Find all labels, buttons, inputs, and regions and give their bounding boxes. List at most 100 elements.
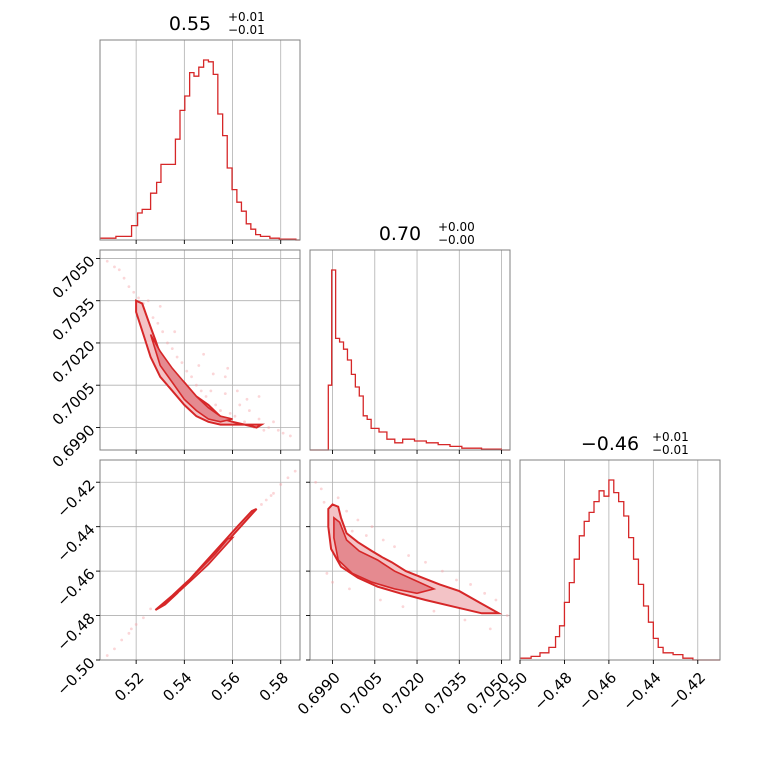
- title-lower-0: −0.01: [228, 23, 265, 37]
- xticklabel-0-2: 0.56: [207, 669, 243, 705]
- sample-point-0-40: [223, 375, 227, 379]
- sample-point-0-27: [238, 403, 242, 407]
- sample-point-0-36: [281, 431, 285, 435]
- sample-point-1-2: [120, 638, 124, 642]
- sample-point-1-10: [286, 476, 290, 480]
- sample-point-0-14: [175, 355, 179, 359]
- sample-point-1-13: [129, 627, 133, 631]
- sample-point-0-24: [223, 392, 227, 396]
- sample-point-0-31: [257, 417, 261, 421]
- title-upper-1: +0.00: [438, 220, 475, 234]
- sample-point-2-16: [494, 598, 498, 602]
- sample-point-0-32: [262, 428, 266, 432]
- axes-frame-r2c2: [519, 459, 721, 661]
- title-value-2: −0.46: [581, 433, 639, 455]
- sample-point-2-19: [331, 580, 334, 584]
- title-1: 0.70: [379, 223, 421, 245]
- title-value-1: 0.70: [379, 223, 421, 245]
- yticklabel-2-2: −0.46: [53, 565, 98, 610]
- sample-point-0-38: [197, 364, 201, 367]
- sample-point-0-5: [132, 290, 136, 294]
- histogram-2: [520, 479, 720, 661]
- sample-point-2-8: [381, 538, 385, 542]
- title-upper-2: +0.01: [652, 430, 689, 444]
- sample-point-0-45: [173, 330, 177, 334]
- xticklabel-0-1: 0.54: [159, 669, 195, 705]
- sample-point-2-11: [424, 560, 427, 564]
- sample-point-1-9: [279, 483, 283, 486]
- sample-point-2-22: [401, 605, 405, 609]
- xticklabel-2-3: −0.44: [619, 669, 664, 714]
- sample-point-0-46: [158, 304, 162, 308]
- sample-point-0-18: [194, 383, 198, 387]
- sample-point-0-33: [267, 426, 271, 429]
- sample-point-2-10: [407, 554, 410, 557]
- sample-point-2-14: [469, 583, 472, 586]
- sample-point-1-6: [149, 607, 153, 611]
- title-lower-2: −0.01: [652, 443, 689, 457]
- yticklabel-1-1: 0.7005: [49, 379, 99, 429]
- xticklabel-1-2: 0.7020: [379, 669, 429, 719]
- histogram-0: [100, 59, 300, 241]
- yticklabel-1-0: 0.6990: [49, 421, 99, 471]
- sample-point-2-26: [350, 529, 354, 533]
- sample-point-0-11: [161, 330, 165, 334]
- sample-point-1-3: [127, 631, 131, 635]
- sample-point-0-41: [235, 389, 239, 393]
- sample-point-1-14: [269, 494, 273, 497]
- sample-point-0-10: [156, 321, 160, 325]
- sample-point-0-13: [170, 347, 174, 350]
- xticklabel-0-3: 0.58: [256, 669, 292, 705]
- sample-point-0-43: [202, 352, 206, 356]
- sample-point-0-26: [233, 414, 237, 418]
- contour-inner-2: [333, 516, 437, 595]
- sample-point-0-16: [185, 369, 189, 373]
- sample-point-0-9: [151, 316, 155, 320]
- sample-point-0-39: [211, 372, 215, 376]
- sample-point-2-7: [364, 534, 368, 537]
- sample-point-2-0: [314, 480, 318, 484]
- yticklabel-2-0: −0.50: [53, 654, 98, 699]
- sample-point-2-25: [488, 627, 492, 631]
- sample-point-1-7: [264, 498, 268, 502]
- sample-point-2-18: [325, 571, 329, 575]
- sample-point-0-34: [272, 420, 275, 424]
- sample-point-1-8: [272, 491, 275, 495]
- sample-point-0-20: [204, 395, 208, 398]
- contour-inner-0: [149, 334, 233, 423]
- sample-point-0-47: [257, 395, 261, 398]
- yticklabel-1-4: 0.7050: [49, 252, 99, 302]
- yticklabel-2-3: −0.44: [53, 520, 98, 565]
- sample-point-2-4: [345, 509, 349, 513]
- contour-inner-1: [178, 536, 235, 592]
- sample-point-0-2: [117, 268, 121, 272]
- sample-point-2-5: [356, 518, 360, 522]
- sample-point-2-1: [319, 487, 323, 491]
- axes-frame-r2c1: [309, 459, 511, 661]
- sample-point-0-1: [113, 265, 116, 269]
- sample-point-1-5: [141, 616, 145, 620]
- sample-point-2-20: [348, 587, 351, 591]
- title-0: 0.55: [169, 13, 211, 35]
- axes-frame-r0c0: [99, 39, 301, 241]
- sample-point-2-3: [336, 496, 340, 500]
- sample-point-1-11: [293, 469, 297, 473]
- sample-point-0-29: [247, 409, 251, 412]
- sample-point-0-42: [245, 397, 249, 401]
- yticklabel-2-1: −0.48: [53, 609, 98, 654]
- sample-point-0-6: [137, 296, 140, 300]
- xticklabel-2-4: −0.42: [664, 669, 709, 714]
- sample-point-0-44: [226, 366, 230, 370]
- xticklabel-2-2: −0.46: [575, 669, 620, 714]
- sample-point-2-12: [440, 569, 444, 573]
- axes-frame-r1c0: [99, 249, 301, 451]
- sample-point-0-19: [199, 389, 203, 393]
- xticklabel-1-0: 0.6990: [294, 669, 344, 719]
- axes-frame-r2c0: [99, 459, 301, 661]
- sample-point-0-0: [105, 259, 109, 263]
- sample-point-1-0: [105, 654, 109, 657]
- contour-outer-1: [154, 507, 258, 611]
- yticklabel-1-3: 0.7035: [49, 295, 99, 345]
- sample-point-2-15: [483, 591, 487, 595]
